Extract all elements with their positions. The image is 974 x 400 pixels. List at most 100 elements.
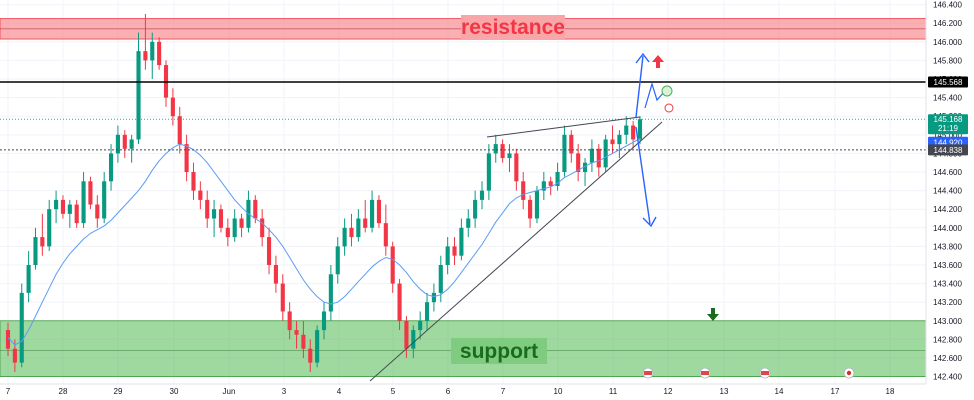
- candle-body: [424, 302, 430, 321]
- candle-body: [562, 134, 567, 173]
- y-tick-label: 142.800: [933, 335, 962, 344]
- candle-body: [589, 148, 594, 163]
- x-tick-label: 17: [831, 387, 840, 396]
- y-tick-label: 145.800: [933, 56, 962, 65]
- dotted-level-tag: 144.838: [928, 144, 968, 156]
- candle-body: [363, 218, 368, 228]
- candle-body: [253, 199, 258, 219]
- x-tick-label: Jun: [223, 387, 236, 396]
- candle-body: [479, 190, 485, 200]
- bullish-arrow-head: [635, 52, 650, 64]
- candle-body: [150, 41, 155, 61]
- y-tick-label: 143.000: [933, 317, 962, 326]
- candle-body: [473, 199, 478, 219]
- japan-flag-dot: [846, 370, 852, 376]
- candle-body: [610, 139, 615, 145]
- y-tick-label: 145.000: [933, 131, 962, 140]
- candle-body: [397, 283, 402, 321]
- green-circle-icon: [661, 85, 673, 97]
- candle-body: [198, 190, 203, 200]
- x-tick-label: 14: [775, 387, 784, 396]
- candle-body: [321, 311, 327, 331]
- candle-body: [308, 348, 313, 363]
- candle-body: [500, 144, 505, 159]
- candle-body: [342, 227, 347, 247]
- candle-body: [576, 153, 581, 173]
- key-level-tag-text: 145.568: [934, 78, 963, 87]
- candle-body: [541, 181, 546, 191]
- dotted-level-tag-bg: [928, 144, 968, 156]
- candle-body: [431, 292, 436, 303]
- y-tick-label: 146.200: [933, 19, 962, 28]
- resistance-label: resistance: [461, 16, 565, 39]
- candle-body: [19, 292, 24, 363]
- key-level-tag-bg: [928, 76, 968, 88]
- candle-body: [390, 246, 395, 284]
- candle-body: [232, 218, 237, 238]
- candle-body: [108, 153, 114, 182]
- bullish-scenario-arrow: [635, 55, 644, 118]
- down-arrow-icon: [707, 308, 719, 321]
- candle-body: [239, 218, 244, 228]
- candle-body: [438, 264, 443, 293]
- candle-body: [418, 320, 423, 331]
- candle-body: [157, 41, 162, 66]
- event-markers: [642, 367, 855, 379]
- candle-body: [266, 237, 272, 265]
- x-tick-label: 12: [664, 387, 673, 396]
- current-price-tag: 145.168 21:19: [928, 114, 968, 135]
- y-tick-label: 143.600: [933, 261, 962, 270]
- candle-body: [376, 199, 382, 224]
- resistance-label-bg: [461, 15, 565, 40]
- candle-body: [514, 153, 519, 182]
- x-tick-label: 6: [446, 387, 451, 396]
- candle-body: [81, 181, 86, 224]
- key-level-tag: 145.568: [928, 76, 968, 88]
- candle-body: [383, 223, 388, 247]
- candle-body: [191, 172, 196, 191]
- candles: [5, 13, 643, 372]
- candle-body: [26, 264, 31, 293]
- y-tick-label: 146.000: [933, 38, 962, 47]
- candle-body: [136, 51, 141, 140]
- candle-body: [280, 283, 285, 312]
- moving-average-line: [7, 138, 641, 346]
- wedge-support-trendline: [369, 121, 663, 382]
- candle-body: [569, 134, 574, 154]
- candle-body: [12, 348, 17, 363]
- red-circle-icon: [664, 103, 674, 113]
- candle-body: [507, 153, 512, 159]
- candle-body: [301, 334, 306, 349]
- candle-body: [411, 330, 416, 349]
- candle-body: [143, 51, 148, 61]
- candle-body: [452, 246, 457, 256]
- x-tick-label: 30: [170, 387, 179, 396]
- candle-body: [95, 204, 100, 219]
- candle-body: [273, 264, 278, 284]
- candle-body: [5, 330, 11, 349]
- candle-body: [205, 199, 210, 219]
- candle-body: [47, 209, 52, 247]
- candle-body: [177, 116, 182, 145]
- x-tick-label: 18: [886, 387, 895, 396]
- candle-body: [534, 190, 540, 219]
- candle-body: [631, 125, 636, 140]
- candle-body: [67, 204, 72, 214]
- x-tick-label: 3: [282, 387, 287, 396]
- us-flag-icon-stripe: [644, 371, 652, 375]
- current-price-tag-text: 145.168: [934, 115, 963, 124]
- candle-body: [328, 274, 333, 312]
- candle-body: [486, 153, 491, 191]
- y-tick-label: 143.200: [933, 298, 962, 307]
- candle-body: [260, 218, 265, 238]
- plot-background: [0, 0, 926, 384]
- candle-body: [287, 311, 292, 331]
- up-arrow-icon: [652, 55, 664, 68]
- y-axis-ticks: 146.400146.200146.000145.800145.600145.4…: [933, 1, 962, 382]
- candle-body: [624, 125, 629, 135]
- x-tick-label: 28: [59, 387, 68, 396]
- candle-body: [370, 199, 375, 228]
- candle-body: [212, 209, 217, 219]
- candle-body: [88, 181, 93, 205]
